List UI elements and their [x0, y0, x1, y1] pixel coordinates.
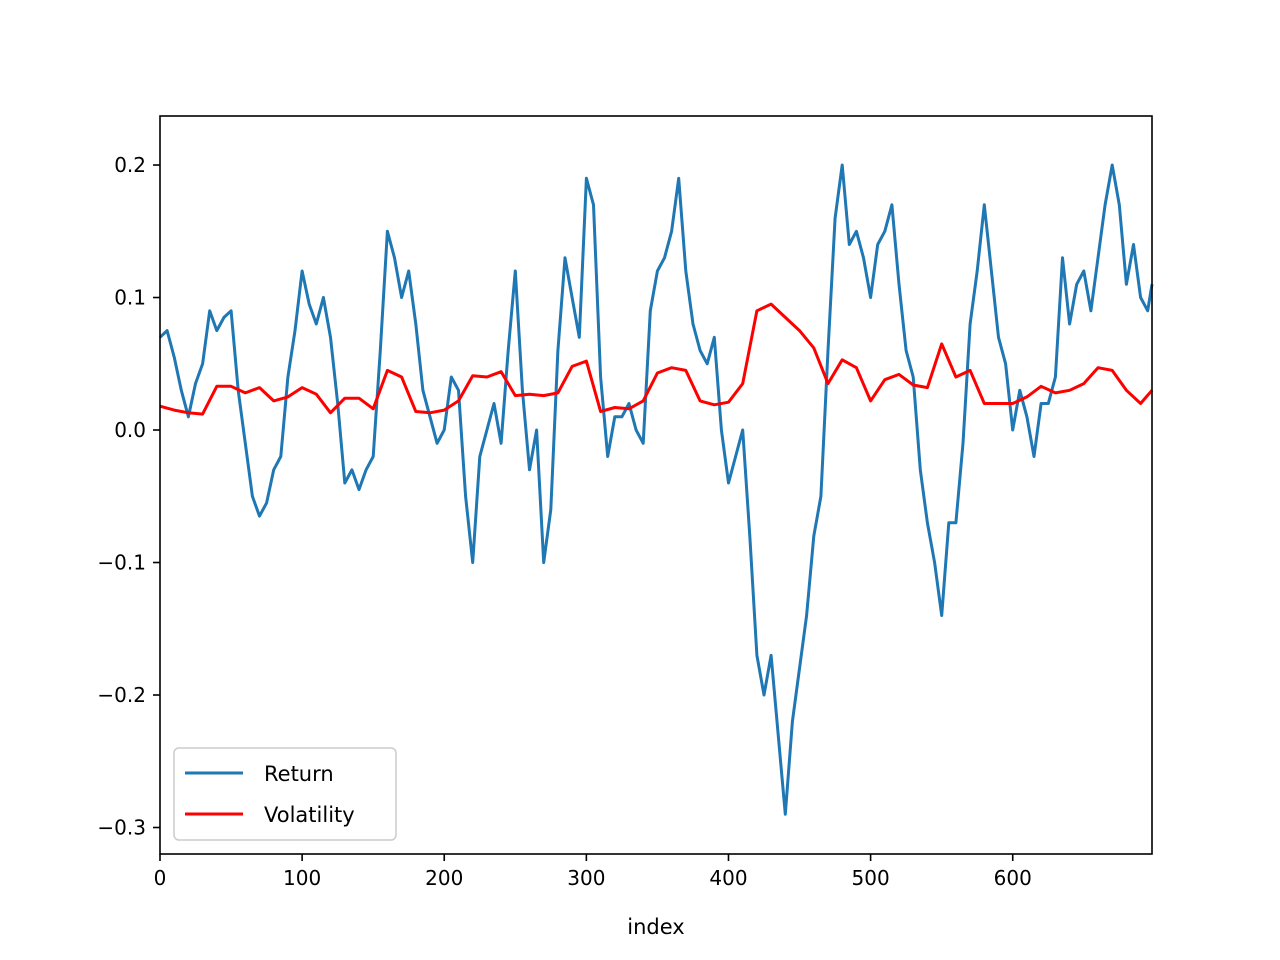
x-tick-label: 300	[567, 866, 605, 890]
x-axis-label: index	[627, 915, 684, 939]
x-tick-label: 200	[425, 866, 463, 890]
x-tick-label: 400	[709, 866, 747, 890]
legend-label-return: Return	[264, 762, 334, 786]
x-tick-label: 500	[852, 866, 890, 890]
y-tick-label: 0.1	[114, 286, 146, 310]
legend: Return Volatility	[173, 747, 397, 841]
y-tick-label: −0.3	[97, 816, 146, 840]
x-axis: 0 100 200 300 400 500 600	[154, 854, 1032, 890]
y-tick-label: 0.0	[114, 418, 146, 442]
x-tick-label: 0	[154, 866, 167, 890]
series-line-return	[158, 163, 1154, 816]
x-tick-label: 600	[994, 866, 1032, 890]
x-tick-label: 100	[283, 866, 321, 890]
series-line-volatility	[159, 302, 1154, 416]
y-tick-label: −0.1	[97, 551, 146, 575]
legend-box	[173, 747, 397, 841]
plot-frame	[159, 115, 1153, 855]
series-layer	[158, 163, 1154, 816]
y-tick-label: −0.2	[97, 683, 146, 707]
y-tick-label: 0.2	[114, 153, 146, 177]
legend-label-volatility: Volatility	[264, 803, 355, 827]
y-axis: −0.3 −0.2 −0.1 0.0 0.1 0.2	[97, 153, 160, 840]
